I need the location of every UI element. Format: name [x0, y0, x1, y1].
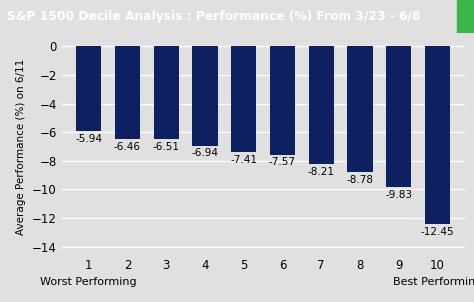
Bar	[386, 47, 411, 187]
Bar	[231, 47, 256, 152]
Bar	[192, 47, 218, 146]
Text: -8.78: -8.78	[346, 175, 374, 185]
Bar	[425, 47, 450, 224]
Bar	[154, 47, 179, 140]
Text: -8.21: -8.21	[308, 167, 335, 177]
Text: -6.94: -6.94	[191, 149, 219, 159]
Bar	[309, 47, 334, 164]
Text: -6.46: -6.46	[114, 142, 141, 152]
Text: -9.83: -9.83	[385, 190, 412, 200]
Text: Best Performing: Best Performing	[393, 277, 474, 287]
Text: -7.41: -7.41	[230, 155, 257, 165]
Bar	[270, 47, 295, 155]
Bar	[347, 47, 373, 172]
Bar	[76, 47, 101, 131]
Text: -12.45: -12.45	[420, 227, 454, 237]
Text: -7.57: -7.57	[269, 157, 296, 168]
Text: S&P 1500 Decile Analysis : Performance (%) From 3/23 - 6/8: S&P 1500 Decile Analysis : Performance (…	[7, 10, 420, 23]
Y-axis label: Average Performance (%) on 6/11: Average Performance (%) on 6/11	[16, 58, 27, 235]
Text: Worst Performing: Worst Performing	[40, 277, 137, 287]
Text: -6.51: -6.51	[153, 142, 180, 152]
Bar	[457, 0, 474, 33]
Text: -5.94: -5.94	[75, 134, 102, 144]
Bar	[115, 47, 140, 139]
